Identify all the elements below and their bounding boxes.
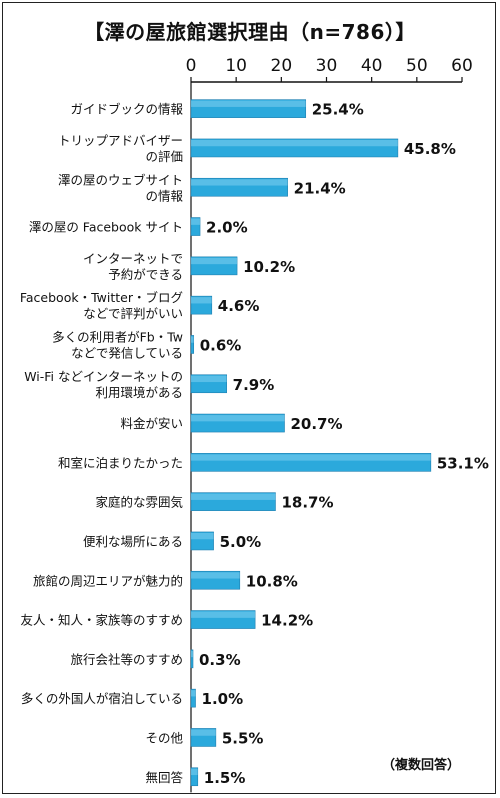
category-label: 家庭的な雰囲気: [95, 495, 183, 510]
category-label: 澤の屋の Facebook サイト: [29, 220, 183, 235]
data-label: 45.8%: [404, 140, 456, 158]
x-tick-label: 50: [406, 56, 428, 76]
category-label: その他: [145, 730, 183, 745]
x-tick-label: 40: [361, 56, 383, 76]
category-label: 利用環境がある: [95, 385, 183, 400]
category-label: 旅行会社等のすすめ: [70, 652, 183, 667]
data-label: 14.2%: [261, 612, 313, 630]
category-label: 澤の屋のウェブサイト: [58, 172, 183, 187]
x-tick-label: 10: [225, 56, 247, 76]
bar-highlight: [191, 179, 288, 186]
data-label: 53.1%: [437, 454, 489, 472]
bar-highlight: [191, 257, 238, 265]
x-tick-label: 60: [451, 56, 473, 76]
bar-highlight: [191, 415, 285, 422]
x-tick-label: 30: [316, 56, 338, 76]
data-label: 18.7%: [281, 494, 333, 512]
category-label: 無回答: [145, 770, 183, 785]
bar: [190, 335, 195, 354]
bar-highlight: [191, 454, 431, 461]
bar-highlight: [191, 611, 256, 618]
bar-highlight: [191, 650, 193, 658]
bar-highlight: [191, 139, 398, 147]
data-label: 21.4%: [294, 179, 346, 197]
category-label: 友人・知人・家族等のすすめ: [20, 613, 183, 628]
bar-highlight: [191, 493, 276, 500]
category-label: などで評判がいい: [83, 306, 183, 321]
data-label: 25.4%: [312, 101, 364, 119]
category-label: 予約ができる: [108, 267, 183, 282]
category-label: 多くの外国人が宿泊している: [21, 691, 183, 706]
category-label: などで発信している: [71, 345, 183, 360]
data-label: 0.3%: [199, 651, 241, 669]
bar-highlight: [191, 218, 201, 225]
bar-highlight: [191, 100, 306, 107]
data-label: 4.6%: [218, 297, 260, 315]
data-label: 5.0%: [220, 533, 262, 551]
bar: [190, 688, 196, 708]
data-label: 20.7%: [290, 415, 342, 433]
bar-highlight: [191, 336, 194, 343]
data-label: 1.5%: [204, 769, 246, 787]
data-label: 7.9%: [233, 376, 275, 394]
bar-highlight: [191, 297, 212, 304]
category-label: Wi-Fi などインターネットの: [24, 369, 183, 384]
data-label: 2.0%: [206, 219, 248, 237]
bar-highlight: [191, 690, 196, 697]
bar: [190, 767, 199, 787]
category-label: の評価: [145, 149, 183, 164]
data-label: 10.8%: [246, 572, 298, 590]
category-label: 和室に泊まりたかった: [58, 455, 183, 470]
bar-highlight: [191, 572, 240, 579]
x-tick-label: 20: [271, 56, 293, 76]
category-label: ガイドブックの情報: [70, 102, 183, 117]
x-tick-label: 0: [186, 56, 197, 76]
category-label: Facebook・Twitter・ブログ: [20, 290, 183, 305]
bar-highlight: [191, 768, 198, 776]
data-label: 1.0%: [202, 690, 244, 708]
data-label: 0.6%: [200, 336, 242, 354]
chart-note: （複数回答）: [382, 758, 461, 773]
category-label: 料金が安い: [120, 416, 183, 431]
bar: [190, 649, 194, 669]
category-label: インターネットで: [83, 251, 183, 266]
category-label: 多くの利用者がFb・Tw: [52, 329, 183, 344]
category-label: の情報: [145, 188, 183, 203]
data-label: 10.2%: [243, 258, 295, 276]
chart-title: 【澤の屋旅館選択理由（n=786）】: [84, 20, 416, 44]
category-label: 便利な場所にある: [83, 534, 183, 549]
category-label: トリップアドバイザー: [58, 133, 183, 148]
bar-highlight: [191, 375, 227, 383]
bar: [190, 217, 201, 236]
data-label: 5.5%: [222, 729, 264, 747]
bar-highlight: [191, 729, 216, 736]
category-label: 旅館の周辺エリアが魅力的: [33, 573, 183, 588]
bar-highlight: [191, 532, 214, 540]
